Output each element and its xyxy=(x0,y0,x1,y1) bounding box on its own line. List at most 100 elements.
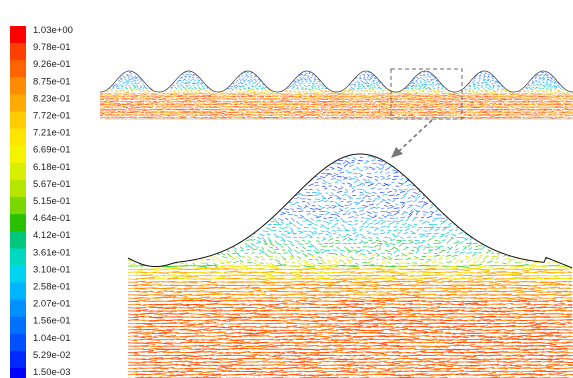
overview-vector-arrow xyxy=(418,100,423,102)
zoomed-vector-arrow xyxy=(139,312,153,315)
overview-vector-arrow xyxy=(468,101,474,103)
zoomed-vector-arrow xyxy=(191,309,202,312)
overview-vector-arrow xyxy=(400,111,404,113)
overview-vector-arrow xyxy=(494,81,497,83)
zoomed-vector-arrow xyxy=(192,323,204,326)
zoomed-vector-arrow xyxy=(465,352,477,354)
zoomed-vector-arrow xyxy=(417,345,431,348)
zoomed-vector-arrow xyxy=(397,374,411,377)
zoomed-vector-arrow xyxy=(164,294,177,297)
zoomed-vector-arrow xyxy=(338,294,349,296)
zoomed-vector-arrow xyxy=(325,351,338,353)
colorbar-tick-label: 7.21e-01 xyxy=(33,128,71,139)
overview-vector-arrow xyxy=(304,88,308,91)
overview-vector-arrow xyxy=(267,107,273,109)
overview-vector-arrow xyxy=(313,91,317,94)
zoomed-vector-arrow xyxy=(448,373,463,376)
zoomed-vector-arrow xyxy=(190,355,203,358)
overview-vector-arrow xyxy=(251,88,254,91)
overview-vector-arrow xyxy=(500,98,506,101)
zoomed-vector-arrow xyxy=(495,364,507,367)
zoomed-vector-arrow xyxy=(402,300,413,303)
overview-vector-arrow xyxy=(188,71,191,73)
overview-vector-arrow xyxy=(125,114,130,117)
zoomed-vector-arrow xyxy=(282,286,295,289)
zoomed-vector-arrow xyxy=(507,297,522,301)
overview-vector-arrow xyxy=(298,115,304,117)
overview-vector-arrow xyxy=(495,80,499,83)
zoomed-vector-arrow xyxy=(353,344,367,347)
zoomed-vector-arrow xyxy=(395,304,406,306)
zoomed-velocity-vectors xyxy=(128,154,573,378)
zoomed-vector-arrow xyxy=(503,287,515,289)
overview-vector-arrow xyxy=(327,90,329,93)
overview-vector-arrow xyxy=(323,92,327,94)
overview-vector-arrow xyxy=(207,111,212,113)
zoomed-vector-arrow xyxy=(258,281,271,284)
zoomed-vector-arrow xyxy=(369,306,383,308)
overview-vector-arrow xyxy=(509,93,515,96)
zoomed-vector-arrow xyxy=(485,341,499,344)
zoomed-vector-arrow xyxy=(407,367,418,369)
overview-vector-arrow xyxy=(421,89,425,92)
zoomed-vector-arrow xyxy=(358,307,373,310)
zoomed-vector-arrow xyxy=(453,352,465,354)
overview-vector-arrow xyxy=(230,101,236,104)
overview-vector-arrow xyxy=(143,85,146,87)
overview-vector-arrow xyxy=(132,108,137,110)
colorbar-swatch xyxy=(10,368,26,378)
zoomed-vector-arrow xyxy=(266,355,281,358)
overview-vector-arrow xyxy=(120,78,123,81)
overview-vector-arrow xyxy=(369,75,373,78)
zoomed-vector-arrow xyxy=(288,313,299,315)
overview-vector-arrow xyxy=(532,86,535,89)
zoomed-vector-arrow xyxy=(167,370,179,372)
overview-vector-arrow xyxy=(119,90,123,93)
zoomed-vector-arrow xyxy=(172,336,188,338)
zoomed-vector-arrow xyxy=(536,306,547,308)
zoomed-vector-arrow xyxy=(364,316,380,319)
zoomed-vector-arrow xyxy=(499,331,513,334)
zoomed-vector-arrow xyxy=(134,288,147,290)
zoomed-vector-arrow xyxy=(402,366,414,369)
zoomed-vector-arrow xyxy=(387,358,398,361)
zoomed-vector-arrow xyxy=(306,334,322,337)
zoomed-vector-arrow xyxy=(140,276,156,280)
zoomed-vector-arrow xyxy=(443,303,453,305)
zoomed-vector-arrow xyxy=(182,316,195,318)
zoomed-vector-arrow xyxy=(205,307,217,309)
overview-vector-arrow xyxy=(182,86,186,89)
overview-vector-arrow xyxy=(115,105,121,107)
zoomed-vector-arrow xyxy=(541,358,553,361)
zoomed-vector-arrow xyxy=(166,335,176,337)
overview-vector-arrow xyxy=(440,90,444,93)
zoomed-vector-arrow xyxy=(464,302,479,305)
zoomed-vector-arrow xyxy=(202,291,217,294)
overview-vector-arrow xyxy=(238,76,241,78)
zoomed-vector-arrow xyxy=(333,332,344,335)
overview-vector-arrow xyxy=(430,73,433,76)
zoomed-vector-arrow xyxy=(355,374,369,377)
zoomed-vector-arrow xyxy=(439,294,451,297)
zoomed-vector-arrow xyxy=(232,347,245,350)
zoomed-vector-arrow xyxy=(308,364,319,366)
overview-vector-arrow xyxy=(256,91,260,94)
zoomed-vector-arrow xyxy=(381,328,395,331)
zoomed-vector-arrow xyxy=(146,336,159,339)
overview-vector-arrow xyxy=(293,85,295,88)
zoomed-vector-arrow xyxy=(208,325,218,328)
zoomed-vector-arrow xyxy=(303,358,313,361)
zoomed-vector-arrow xyxy=(323,339,339,342)
zoomed-vector-arrow xyxy=(313,354,327,356)
zoomed-vector-arrow xyxy=(135,291,148,293)
overview-vector-arrow xyxy=(509,113,515,116)
zoomed-vector-arrow xyxy=(302,364,315,367)
overview-vector-arrow xyxy=(180,88,182,90)
zoomed-vector-arrow xyxy=(243,332,256,335)
overview-vector-arrow xyxy=(434,100,439,102)
zoomed-vector-arrow xyxy=(165,296,176,299)
overview-vector-arrow xyxy=(388,116,393,118)
overview-vector-arrow xyxy=(377,85,380,87)
zoomed-vector-arrow xyxy=(134,280,146,283)
zoomed-vector-arrow xyxy=(128,307,141,309)
